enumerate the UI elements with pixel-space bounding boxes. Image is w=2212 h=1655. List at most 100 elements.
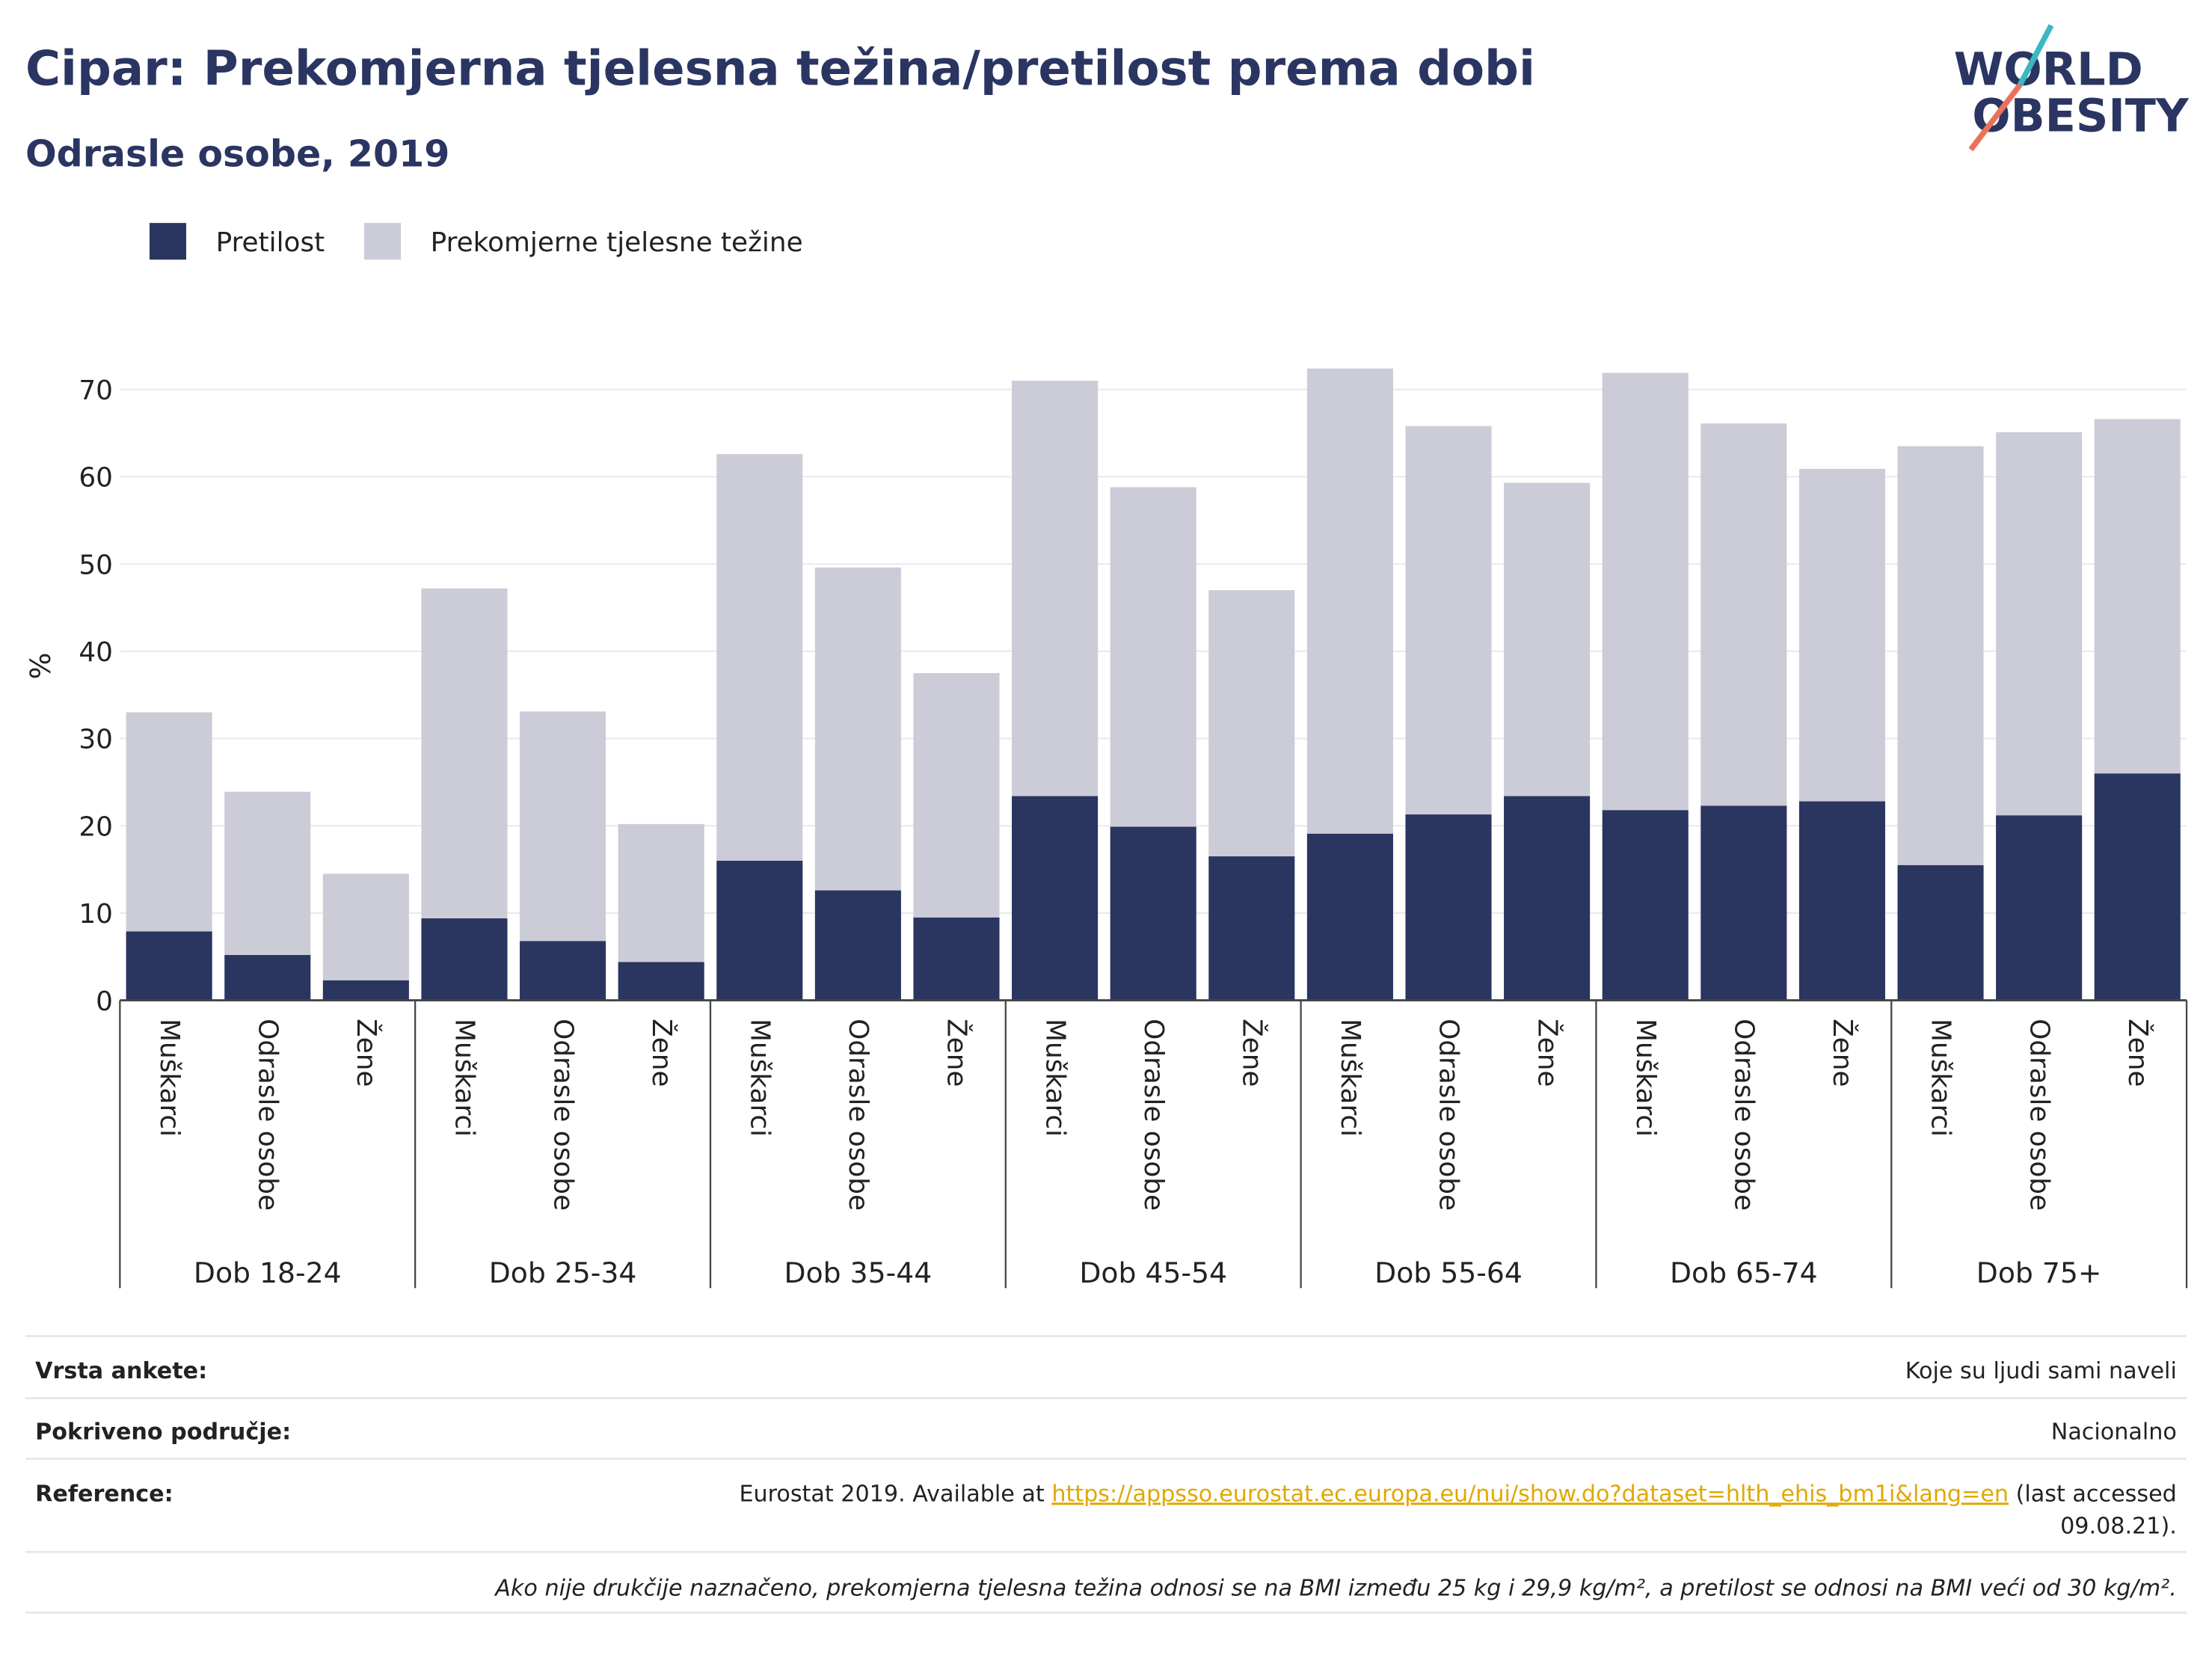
y-tick-label: 50 [79,550,113,580]
footer-note: Ako nije drukčije naznačeno, prekomjerna… [494,1576,2177,1602]
legend-swatch [149,223,187,260]
bar [618,823,704,962]
footer-label: Pokriveno područje: [35,1419,291,1445]
x-tick-label: Žene [941,1019,973,1087]
bar [322,980,409,1001]
group-label: Dob 18-24 [194,1256,342,1289]
bar [1306,368,1393,834]
bar [1208,856,1295,1001]
x-tick-label: Odrasle osobe [252,1019,283,1211]
bar [1897,865,1984,1001]
bar [126,712,212,932]
group-label: Dob 45-54 [1079,1256,1227,1289]
x-tick-label: Muškarci [744,1019,775,1137]
bar [1996,432,2083,816]
y-tick-label: 60 [79,463,113,494]
bar [2094,419,2181,774]
x-tick-label: Odrasle osobe [547,1019,578,1211]
y-tick-label: 10 [79,899,113,930]
x-tick-label: Žene [1827,1019,1858,1087]
bar [1798,468,1885,802]
bar [520,711,606,942]
x-tick-label: Odrasle osobe [1729,1019,1760,1211]
x-tick-label: Odrasle osobe [1434,1019,1464,1211]
bar [1602,372,1689,811]
bar [1405,426,1492,815]
bar [1996,815,2083,1001]
x-tick-label: Žene [646,1019,678,1087]
bar [224,791,311,955]
reference-suffix: 09.08.21). [2060,1514,2177,1540]
group-label: Dob 25-34 [489,1256,637,1289]
x-tick-label: Muškarci [154,1019,185,1137]
bar [2094,773,2181,1001]
x-tick-label: Muškarci [1630,1019,1661,1137]
y-axis-label: % [24,653,57,680]
x-tick-label: Odrasle osobe [1138,1019,1169,1211]
group-label: Dob 35-44 [784,1256,933,1289]
group-label: Dob 75+ [1976,1256,2102,1289]
bar [1798,801,1885,1001]
bar [224,954,311,1001]
reference-suffix: (last accessed [2009,1481,2177,1507]
y-tick-label: 0 [96,986,113,1017]
x-tick-label: Muškarci [1039,1019,1070,1137]
bar [520,941,606,1001]
bar [1701,423,1787,806]
x-tick-label: Odrasle osobe [843,1019,873,1211]
reference-link[interactable]: https://appsso.eurostat.ec.europa.eu/nui… [1051,1481,2009,1507]
bar [716,860,803,1001]
reference-prefix: Eurostat 2019. Available at [739,1481,1051,1507]
footer-label: Vrsta ankete: [35,1358,207,1384]
x-tick-label: Muškarci [1335,1019,1365,1137]
x-tick-label: Žene [351,1019,382,1087]
bar [1504,796,1591,1001]
bar [1897,446,1984,865]
y-tick-label: 40 [79,637,113,668]
bar [1602,810,1689,1001]
bar [322,873,409,980]
bar [1306,833,1393,1001]
chart-title: Cipar: Prekomjerna tjelesna težina/preti… [25,40,1535,96]
chart-subtitle: Odrasle osobe, 2019 [25,132,449,176]
bar [716,454,803,861]
bar [913,672,1000,918]
logo-slash [1968,82,2023,152]
x-tick-label: Žene [1531,1019,1563,1087]
y-tick-label: 20 [79,811,113,842]
y-tick-label: 70 [79,375,113,406]
bar [814,890,901,1001]
footer-value: Koje su ljudi sami naveli [1905,1358,2177,1384]
group-label: Dob 65-74 [1670,1256,1818,1289]
group-label: Dob 55-64 [1374,1256,1523,1289]
legend-label: Prekomjerne tjelesne težine [431,227,803,258]
bar [421,588,508,918]
legend-swatch [364,223,402,260]
legend-label: Pretilost [216,227,325,258]
bar [618,962,704,1001]
x-tick-label: Muškarci [449,1019,480,1137]
bar [126,931,212,1001]
logo-slash [2018,24,2054,87]
bar [814,567,901,891]
x-tick-label: Odrasle osobe [2024,1019,2054,1211]
bar [1012,381,1099,796]
y-tick-label: 30 [79,725,113,755]
logo-text: OBESITY [1972,90,2190,143]
bar [1504,482,1591,796]
bar [1208,590,1295,857]
x-tick-label: Žene [2122,1019,2154,1087]
bar [1012,796,1099,1001]
logo: WORLD OBESITY [1954,24,2190,152]
bar [913,917,1000,1001]
bar [421,918,508,1001]
bar [1110,826,1196,1001]
x-tick-label: Muškarci [1926,1019,1956,1137]
bar [1405,814,1492,1001]
reference-text: Eurostat 2019. Available at https://apps… [739,1481,2176,1507]
footer-label: Reference: [35,1481,173,1507]
x-tick-label: Žene [1236,1019,1268,1087]
logo-text: WORLD [1954,43,2143,96]
bar [1110,487,1196,827]
